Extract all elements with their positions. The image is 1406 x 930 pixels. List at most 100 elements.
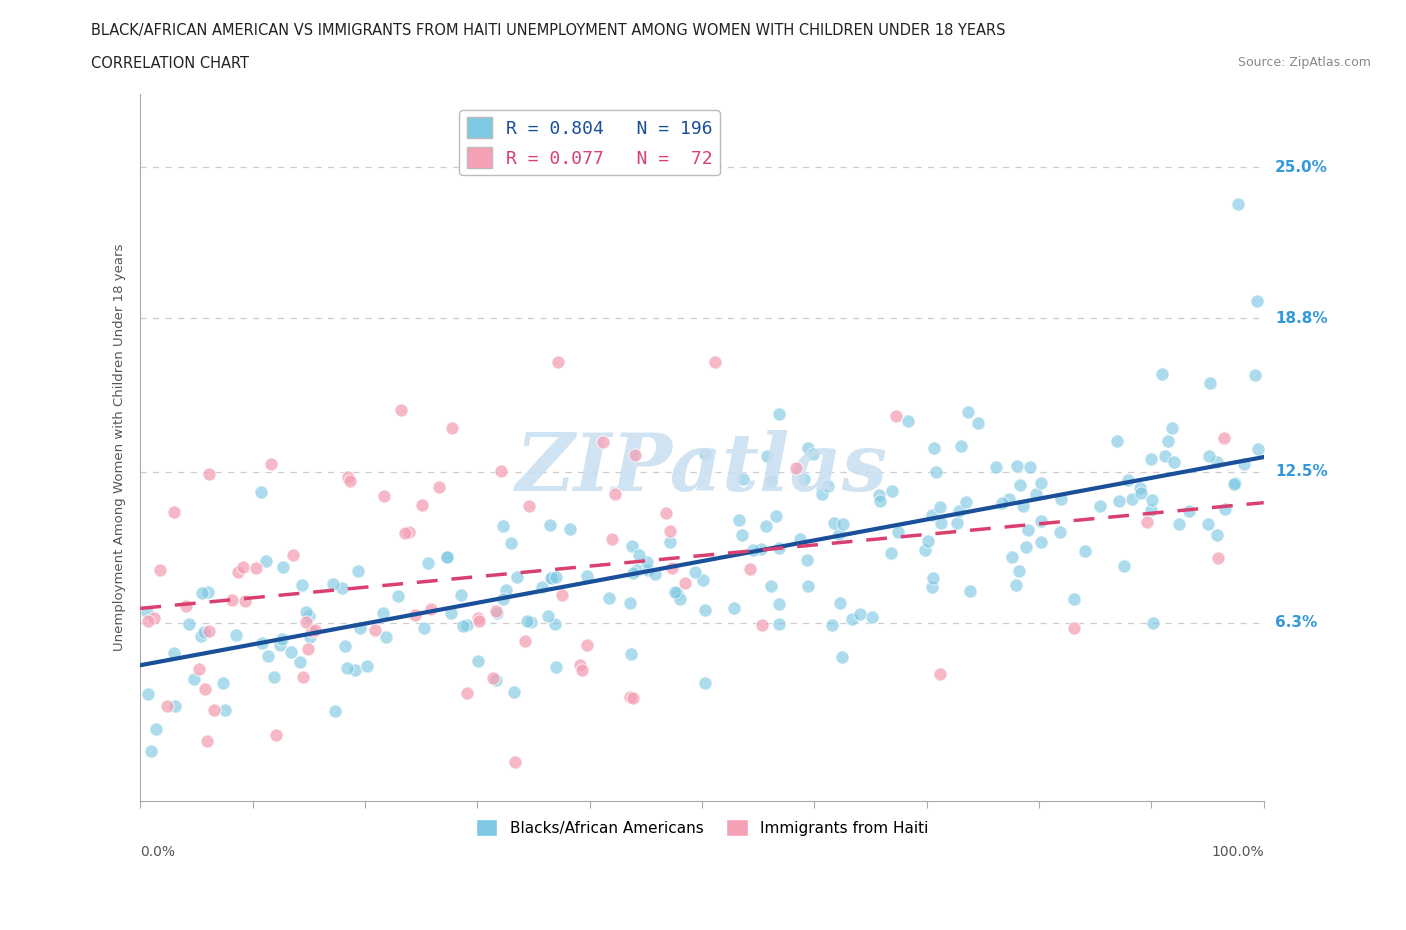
Point — [869, 493, 891, 508]
Y-axis label: Unemployment Among Women with Children Under 18 years: Unemployment Among Women with Children U… — [114, 244, 127, 651]
Point — [1031, 514, 1053, 529]
Point — [162, 645, 184, 660]
Point — [749, 542, 772, 557]
Point — [759, 578, 782, 593]
Point — [538, 517, 561, 532]
Point — [828, 595, 851, 610]
Point — [411, 498, 433, 512]
Point — [257, 648, 280, 663]
Point — [344, 663, 367, 678]
Point — [955, 495, 977, 510]
Point — [232, 560, 254, 575]
Point — [576, 638, 599, 653]
Point — [1142, 616, 1164, 631]
Point — [540, 571, 562, 586]
Point — [868, 487, 890, 502]
Point — [517, 498, 540, 513]
Text: ZIPatlas: ZIPatlas — [516, 430, 889, 508]
Point — [917, 533, 939, 548]
Point — [373, 489, 395, 504]
Point — [768, 541, 790, 556]
Point — [298, 609, 321, 624]
Text: Source: ZipAtlas.com: Source: ZipAtlas.com — [1237, 56, 1371, 69]
Point — [429, 480, 451, 495]
Point — [945, 516, 967, 531]
Point — [183, 671, 205, 686]
Point — [1011, 498, 1033, 513]
Point — [297, 641, 319, 656]
Point — [879, 545, 901, 560]
Point — [165, 698, 187, 713]
Point — [136, 687, 159, 702]
Point — [1121, 491, 1143, 506]
Point — [929, 499, 952, 514]
Point — [575, 568, 598, 583]
Point — [198, 624, 221, 639]
Point — [520, 615, 543, 630]
Point — [436, 550, 458, 565]
Point — [263, 670, 285, 684]
Point — [619, 689, 641, 704]
Text: BLACK/AFRICAN AMERICAN VS IMMIGRANTS FROM HAITI UNEMPLOYMENT AMONG WOMEN WITH CH: BLACK/AFRICAN AMERICAN VS IMMIGRANTS FRO… — [91, 23, 1005, 38]
Point — [860, 609, 883, 624]
Point — [451, 619, 474, 634]
Point — [683, 565, 706, 579]
Point — [1063, 591, 1085, 606]
Point — [456, 618, 478, 632]
Point — [249, 485, 271, 499]
Point — [441, 420, 464, 435]
Point — [371, 605, 394, 620]
Point — [193, 682, 215, 697]
Point — [149, 563, 172, 578]
Point — [1150, 366, 1173, 381]
Point — [1140, 503, 1163, 518]
Text: 100.0%: 100.0% — [1211, 844, 1264, 858]
Point — [225, 628, 247, 643]
Point — [957, 405, 980, 419]
Point — [991, 496, 1014, 511]
Point — [516, 614, 538, 629]
Point — [250, 635, 273, 650]
Point — [398, 525, 420, 539]
Point — [292, 670, 315, 684]
Point — [531, 579, 554, 594]
Point — [664, 584, 686, 599]
Point — [143, 611, 166, 626]
Point — [785, 460, 807, 475]
Point — [551, 588, 574, 603]
Point — [644, 567, 666, 582]
Point — [145, 722, 167, 737]
Point — [1206, 455, 1229, 470]
Point — [695, 447, 717, 462]
Point — [950, 438, 973, 453]
Point — [914, 543, 936, 558]
Point — [733, 472, 755, 486]
Point — [669, 591, 692, 606]
Point — [1015, 539, 1038, 554]
Point — [197, 467, 219, 482]
Point — [1154, 448, 1177, 463]
Point — [389, 403, 412, 418]
Point — [723, 601, 745, 616]
Point — [571, 662, 593, 677]
Point — [440, 605, 463, 620]
Point — [803, 446, 825, 461]
Point — [301, 624, 323, 639]
Point — [1004, 578, 1026, 592]
Point — [751, 618, 773, 632]
Point — [693, 603, 716, 618]
Point — [413, 620, 436, 635]
Point — [695, 675, 717, 690]
Point — [544, 570, 567, 585]
Point — [221, 592, 243, 607]
Point — [1215, 501, 1237, 516]
Point — [322, 577, 344, 591]
Point — [666, 585, 689, 600]
Point — [485, 673, 508, 688]
Point — [155, 699, 177, 714]
Point — [336, 660, 359, 675]
Point — [1168, 516, 1191, 531]
Point — [271, 560, 294, 575]
Point — [394, 525, 416, 540]
Point — [339, 473, 361, 488]
